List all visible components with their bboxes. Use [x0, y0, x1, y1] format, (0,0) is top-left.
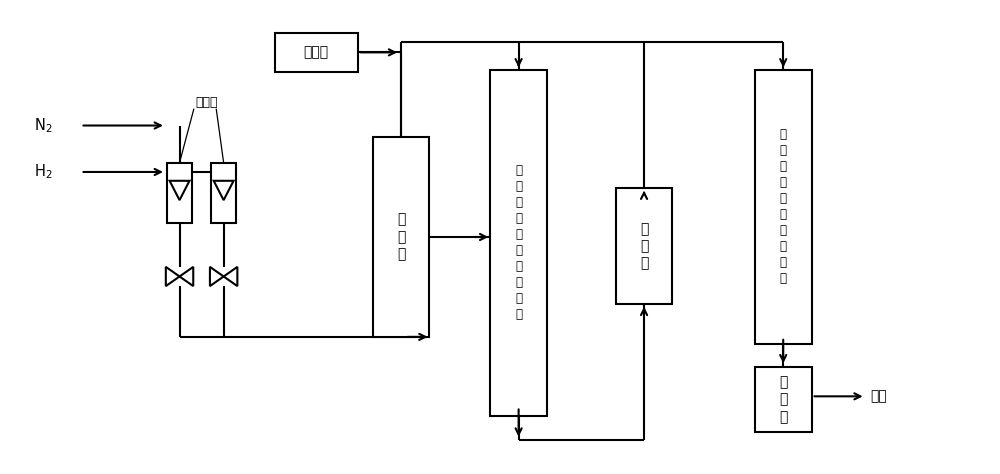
Bar [275, 33, 358, 72]
Polygon shape [210, 267, 224, 286]
Text: 第
二
加
氢
固
定
床
反
应
器: 第 二 加 氢 固 定 床 反 应 器 [780, 128, 787, 285]
Bar [211, 163, 236, 223]
Bar [755, 70, 812, 344]
Polygon shape [180, 267, 193, 286]
Text: H$_2$: H$_2$ [34, 163, 53, 182]
Polygon shape [166, 267, 180, 286]
Text: 换
热
器: 换 热 器 [640, 222, 648, 271]
Text: 流量计: 流量计 [195, 96, 218, 109]
Bar [167, 163, 192, 223]
Text: 尾气: 尾气 [870, 389, 887, 403]
Bar [755, 367, 812, 432]
Polygon shape [170, 181, 189, 200]
Text: N$_2$: N$_2$ [34, 116, 53, 135]
Bar [616, 188, 672, 304]
Text: 第
一
加
氢
固
定
床
反
应
器: 第 一 加 氢 固 定 床 反 应 器 [515, 164, 522, 321]
Text: 冷
凝
器: 冷 凝 器 [779, 375, 787, 424]
Polygon shape [224, 267, 237, 286]
Polygon shape [214, 181, 234, 200]
Text: 进料泵: 进料泵 [304, 46, 329, 59]
Text: 气
化
室: 气 化 室 [397, 213, 405, 261]
Bar [490, 70, 547, 416]
Bar [373, 137, 429, 337]
